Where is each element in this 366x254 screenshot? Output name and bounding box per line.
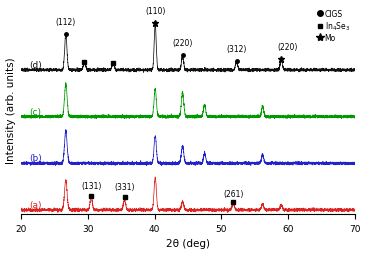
Text: (131): (131): [81, 181, 101, 190]
Text: (b): (b): [29, 154, 42, 163]
Y-axis label: Intensity (arb. units): Intensity (arb. units): [5, 57, 16, 163]
Text: (312): (312): [227, 45, 247, 54]
Text: (220): (220): [172, 39, 193, 48]
Legend: CIGS, In$_4$Se$_3$, Mo: CIGS, In$_4$Se$_3$, Mo: [318, 9, 351, 43]
X-axis label: 2θ (deg): 2θ (deg): [166, 239, 210, 248]
Text: (261): (261): [223, 189, 243, 198]
Text: (331): (331): [114, 182, 135, 191]
Text: (d): (d): [29, 61, 42, 70]
Text: (c): (c): [29, 107, 41, 116]
Text: (112): (112): [56, 18, 76, 27]
Text: (220): (220): [278, 43, 298, 52]
Text: (110): (110): [145, 7, 165, 15]
Text: (a): (a): [29, 200, 42, 209]
